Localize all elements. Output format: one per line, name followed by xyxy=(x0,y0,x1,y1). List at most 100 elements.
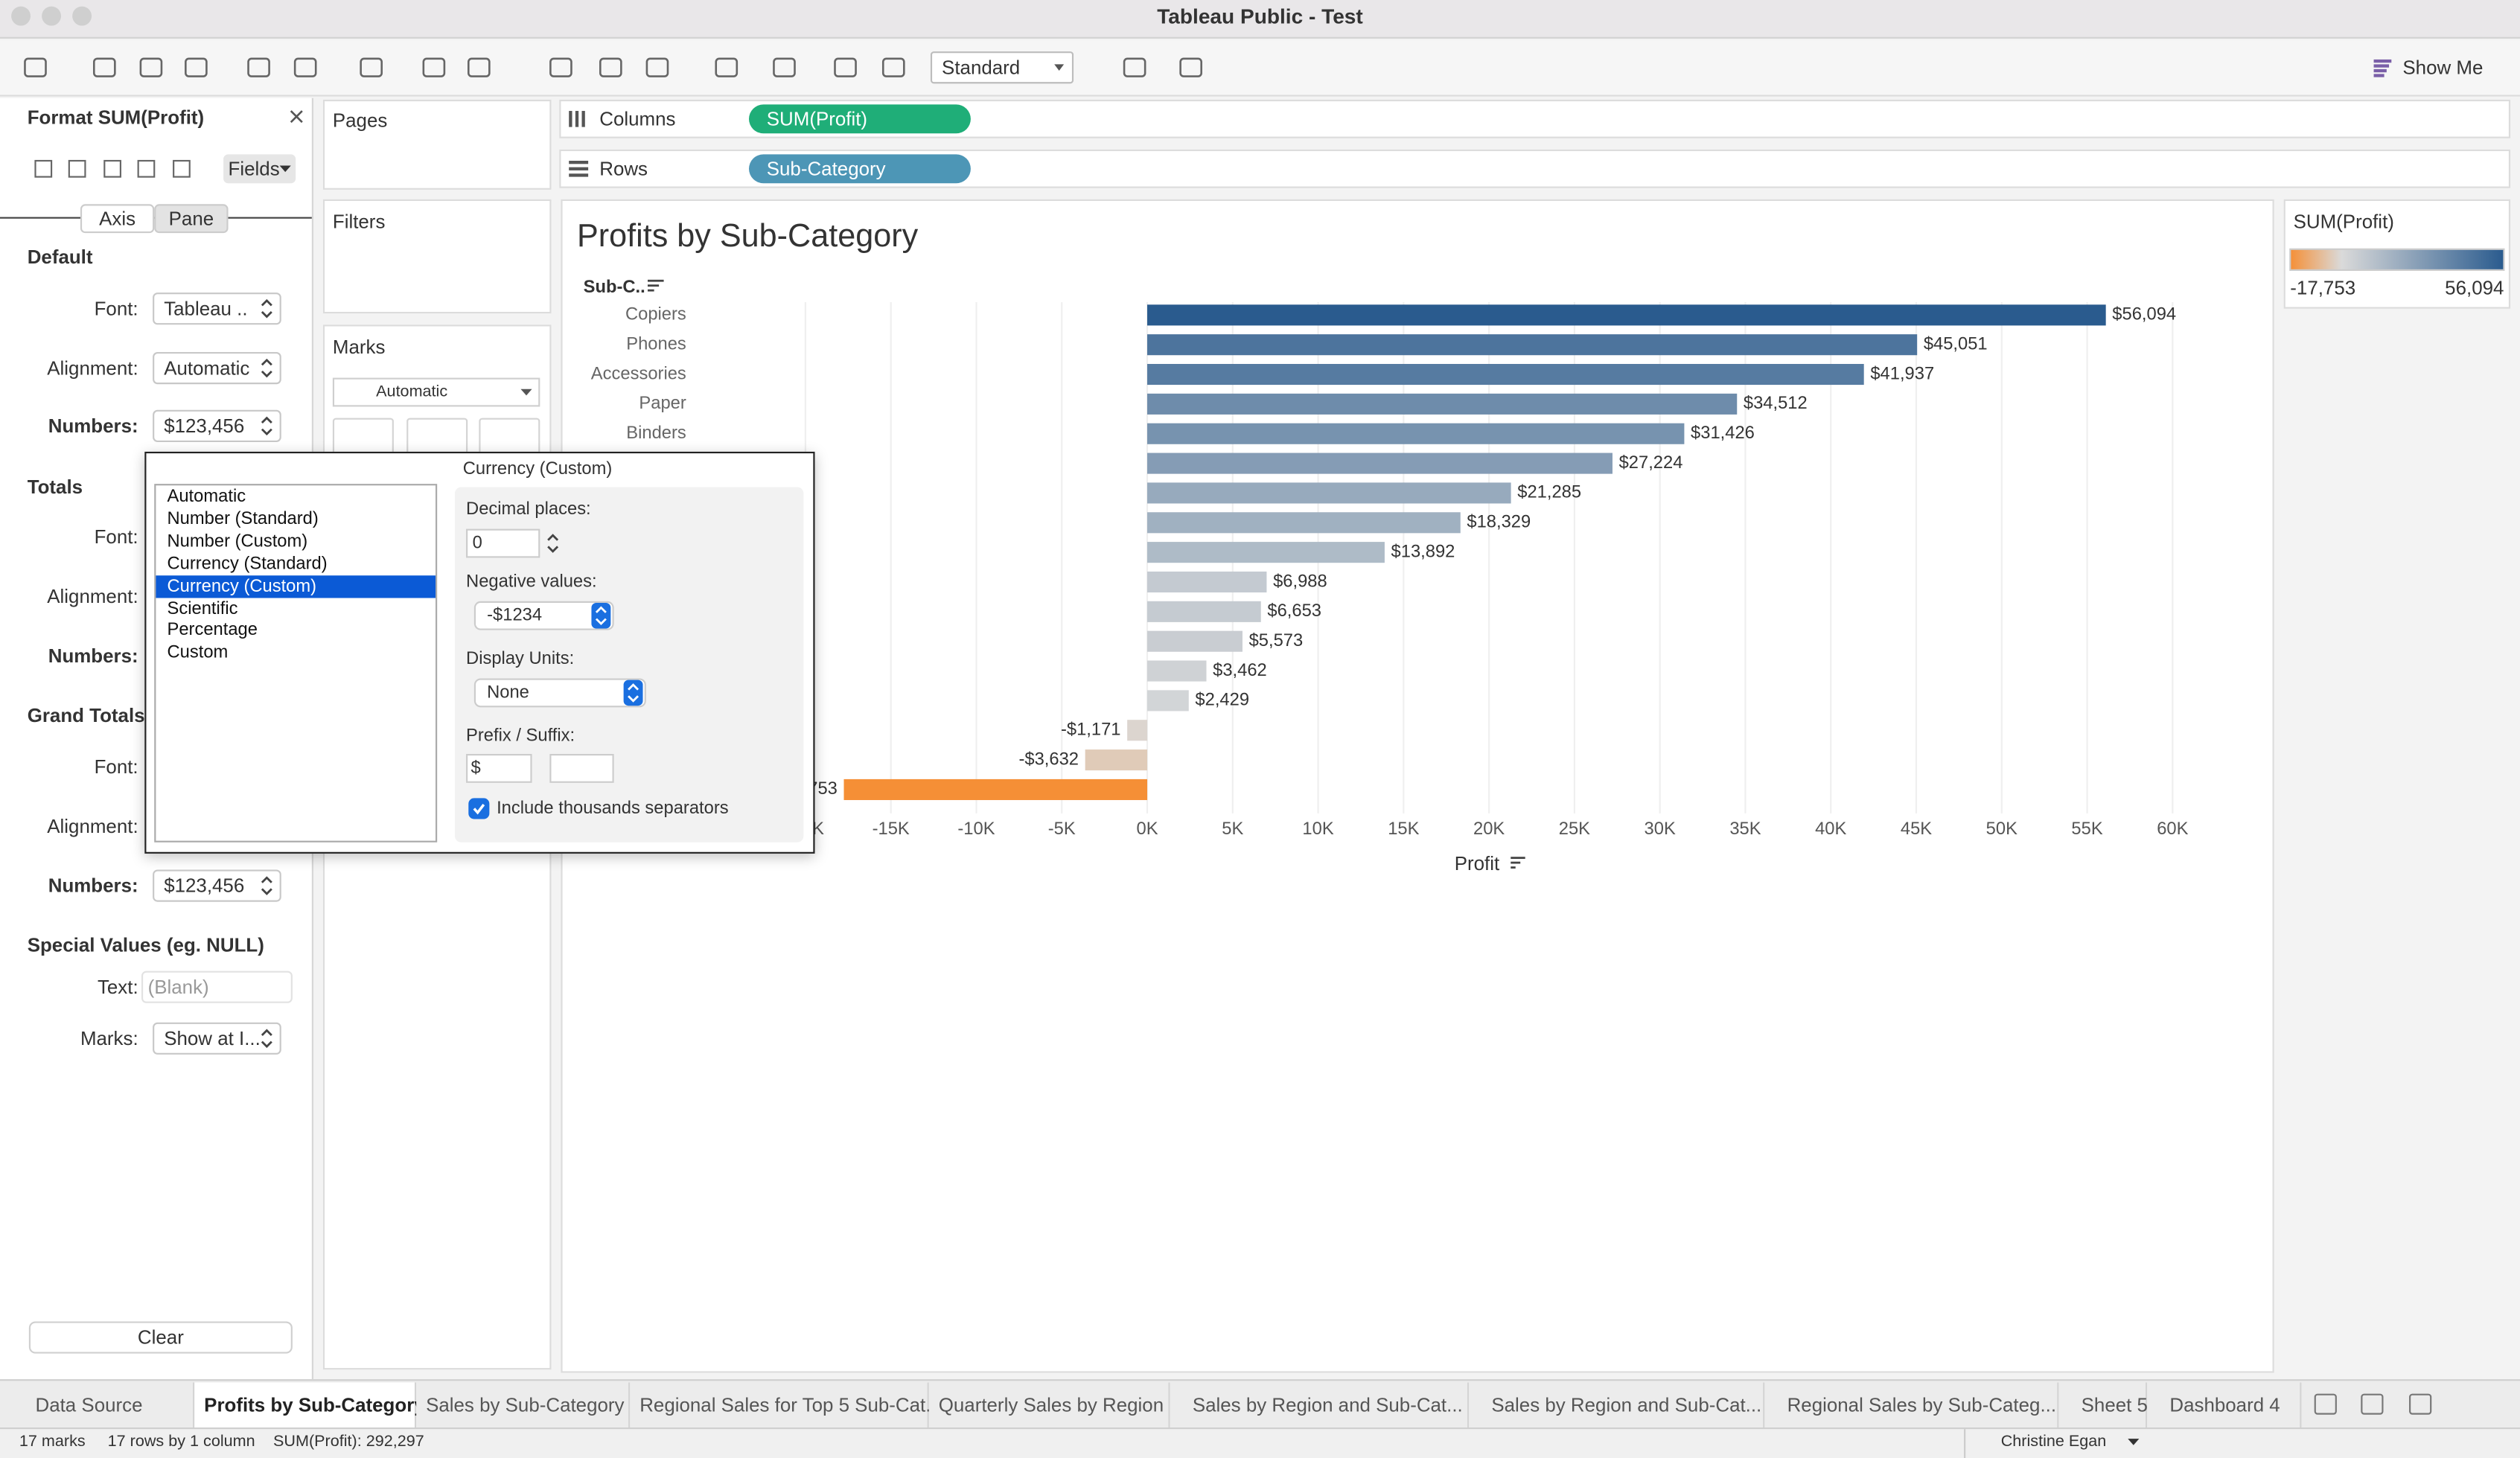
sheet-tab[interactable] xyxy=(1469,1382,1765,1427)
bar xyxy=(1147,304,2106,326)
field-label: Alignment: xyxy=(47,356,138,380)
mark-type-dropdown[interactable] xyxy=(332,377,540,407)
sheet-tab[interactable] xyxy=(416,1382,631,1427)
toolbar-button[interactable] xyxy=(548,54,574,80)
toolbar-icon xyxy=(92,57,116,77)
toolbar-button[interactable] xyxy=(1178,54,1204,80)
clear-button[interactable] xyxy=(28,1321,293,1354)
toolbar-button[interactable] xyxy=(183,54,209,80)
user-menu[interactable] xyxy=(1964,1429,2147,1458)
toolbar-button[interactable] xyxy=(92,54,118,80)
toolbar-button[interactable] xyxy=(138,54,165,80)
close-button[interactable] xyxy=(290,109,304,124)
new-sheet-button[interactable] xyxy=(2409,1393,2432,1415)
pill[interactable] xyxy=(749,104,971,134)
stepper[interactable] xyxy=(257,355,276,381)
mark-button[interactable] xyxy=(479,418,540,457)
toolbar-button[interactable] xyxy=(246,54,272,80)
x-tick-label: 60K xyxy=(2157,819,2188,839)
format-tab[interactable] xyxy=(80,204,155,234)
stepper-arrows xyxy=(261,416,272,436)
icon-bar xyxy=(569,160,589,164)
bar xyxy=(1147,601,1261,622)
toolbar-button[interactable] xyxy=(1122,54,1148,80)
toolbar-button[interactable] xyxy=(421,54,447,80)
sheet-tab[interactable] xyxy=(1170,1382,1470,1427)
mark-button[interactable] xyxy=(332,418,394,457)
toolbar-button[interactable] xyxy=(22,54,48,80)
value-label: -$3,632 xyxy=(1018,749,1079,769)
toolbar-button[interactable] xyxy=(645,54,671,80)
arrow xyxy=(1054,64,1065,71)
text-field[interactable] xyxy=(141,971,293,1003)
dropdown[interactable] xyxy=(153,352,281,385)
legend-ramp xyxy=(2289,248,2505,271)
format-icon[interactable] xyxy=(68,159,87,179)
y-tick-label: Copiers xyxy=(625,304,686,324)
toolbar-icon xyxy=(467,57,491,77)
icon-bar xyxy=(575,111,579,127)
stepper-arrows xyxy=(261,298,272,319)
sheet-tab-label: Quarterly Sales by Region xyxy=(938,1393,1164,1416)
toolbar-button[interactable] xyxy=(771,54,797,80)
sheet-tab[interactable] xyxy=(2147,1382,2302,1427)
bar xyxy=(843,778,1148,800)
sheet-tab[interactable] xyxy=(2058,1382,2148,1427)
window-button[interactable] xyxy=(11,6,31,26)
stepper[interactable] xyxy=(257,413,276,439)
toolbar-button[interactable] xyxy=(358,54,384,80)
stepper[interactable] xyxy=(257,295,276,322)
sheet-tab[interactable] xyxy=(13,1382,195,1427)
bar xyxy=(1127,720,1148,741)
toolbar-icon xyxy=(773,57,796,77)
pill[interactable] xyxy=(749,154,971,184)
toolbar-button[interactable] xyxy=(598,54,624,80)
icon xyxy=(173,159,191,178)
window-button[interactable] xyxy=(42,6,62,26)
toolbar-icon xyxy=(549,57,572,77)
dropdown[interactable] xyxy=(153,292,281,325)
fit-dropdown[interactable] xyxy=(930,51,1074,84)
format-icon[interactable] xyxy=(34,159,53,179)
stepper-arrows xyxy=(261,358,272,378)
field-value: Tableau .. xyxy=(164,297,248,320)
category-header: Sub-C.. xyxy=(584,277,645,297)
toolbar-button[interactable] xyxy=(832,54,858,80)
arrow xyxy=(520,389,532,396)
format-icon[interactable] xyxy=(172,159,191,179)
close-x xyxy=(290,110,303,124)
window-button[interactable] xyxy=(72,6,92,26)
y-tick-label: Paper xyxy=(639,393,686,413)
sheet-tab[interactable] xyxy=(194,1382,417,1427)
section-heading: Special Values (eg. NULL) xyxy=(27,933,264,957)
pill-label: Sub-Category xyxy=(766,157,886,180)
dropdown[interactable] xyxy=(153,1022,281,1055)
sheet-tab[interactable] xyxy=(928,1382,1170,1427)
dropdown[interactable] xyxy=(153,409,281,442)
toolbar-button[interactable] xyxy=(881,54,907,80)
format-icon[interactable] xyxy=(103,159,122,179)
mark-button[interactable] xyxy=(406,418,468,457)
card-title: Filters xyxy=(332,210,386,234)
stepper[interactable] xyxy=(257,1026,276,1052)
format-tab-label: Axis xyxy=(99,207,136,230)
sheet-tab[interactable] xyxy=(630,1382,929,1427)
sort-icon xyxy=(647,289,654,292)
sheet-tab[interactable] xyxy=(1764,1382,2059,1427)
toolbar-button[interactable] xyxy=(466,54,492,80)
dropdown[interactable] xyxy=(153,869,281,902)
format-icon[interactable] xyxy=(136,159,156,179)
show-me-icon[interactable] xyxy=(2372,57,2394,79)
field-label: Font: xyxy=(94,525,138,549)
filters-card xyxy=(322,199,552,314)
new-sheet-button[interactable] xyxy=(2361,1393,2384,1415)
toolbar-button[interactable] xyxy=(293,54,319,80)
format-tab[interactable] xyxy=(154,204,229,234)
stepper[interactable] xyxy=(257,873,276,899)
arrow xyxy=(2128,1439,2140,1445)
new-sheet-button[interactable] xyxy=(2314,1393,2337,1415)
chart-title: Profits by Sub-Category xyxy=(577,218,919,254)
bar xyxy=(1147,364,1864,386)
toolbar-button[interactable] xyxy=(714,54,740,80)
sort-icon xyxy=(647,279,664,282)
